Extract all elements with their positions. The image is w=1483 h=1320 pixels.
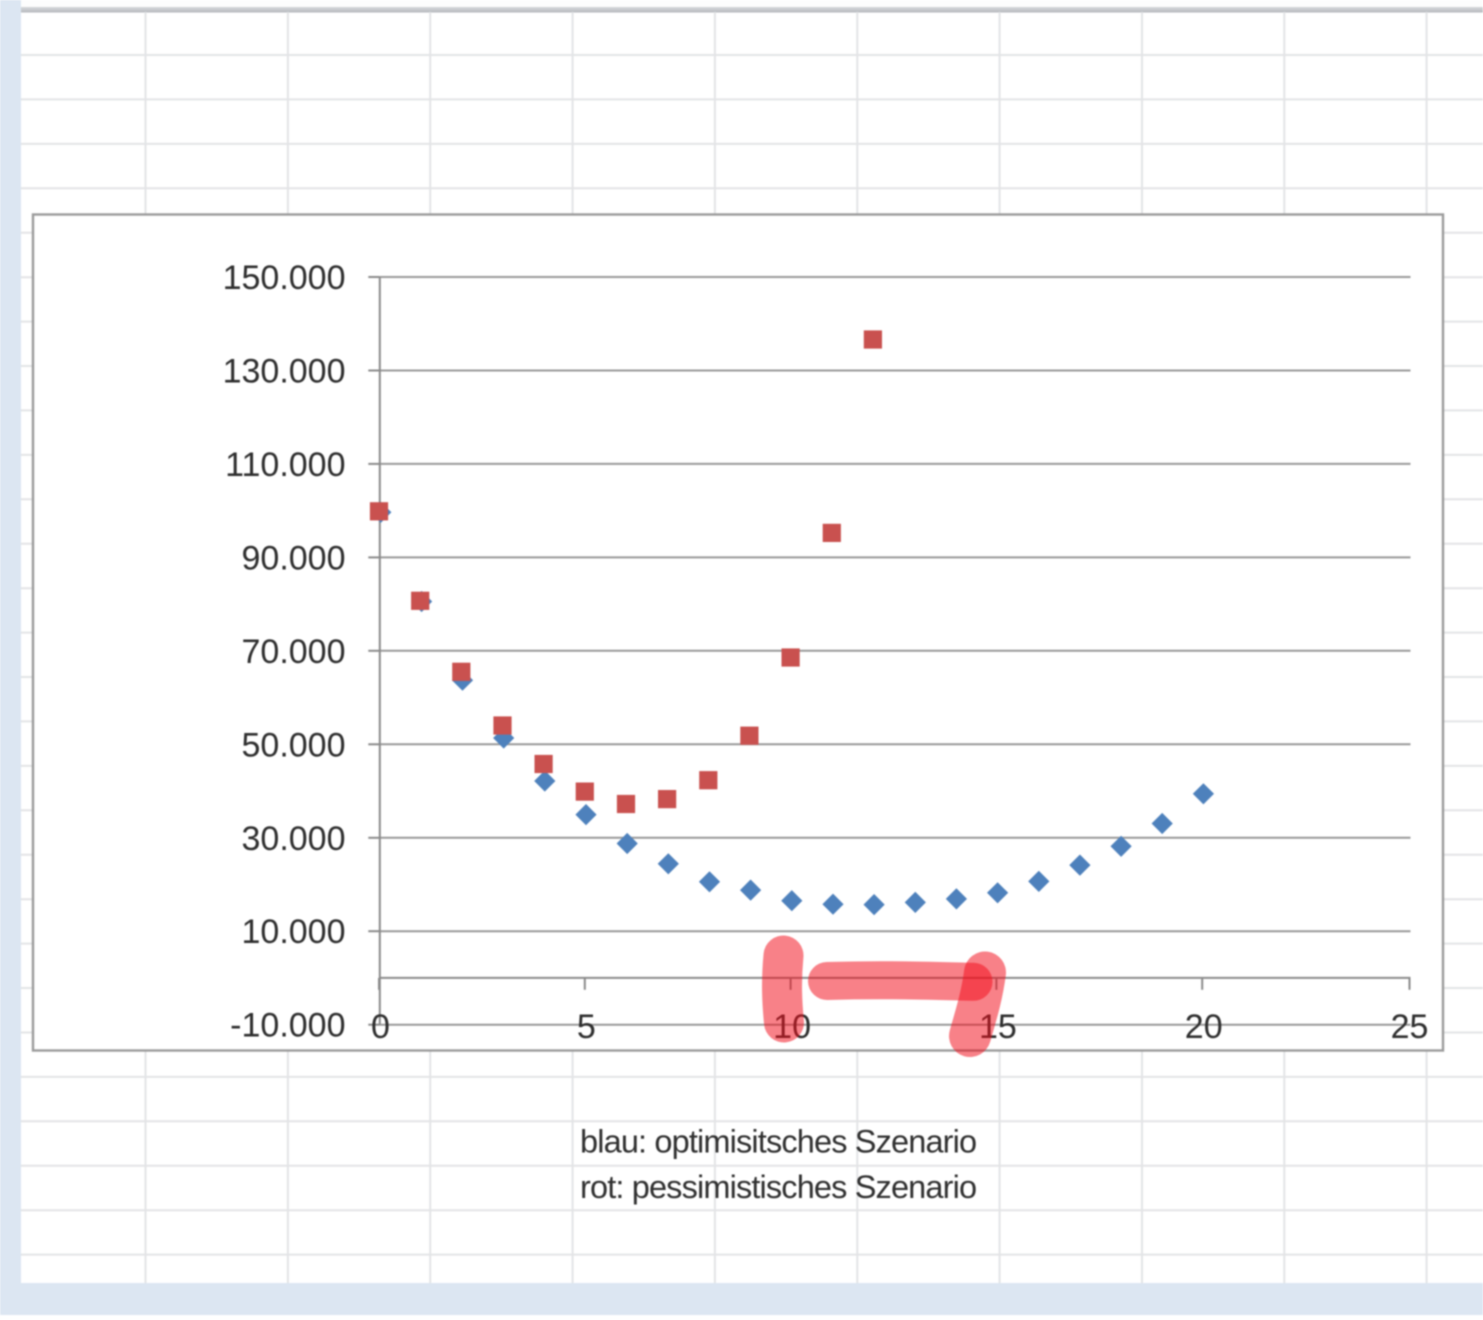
svg-text:20: 20 — [1185, 1008, 1223, 1046]
svg-text:blau: optimisitsches Szenario: blau: optimisitsches Szenario — [580, 1124, 976, 1160]
svg-text:0: 0 — [371, 1008, 390, 1046]
svg-text:-10.000: -10.000 — [230, 1007, 345, 1045]
svg-text:130.000: 130.000 — [223, 353, 346, 391]
svg-text:5: 5 — [577, 1008, 596, 1046]
svg-text:150.000: 150.000 — [223, 259, 346, 297]
svg-text:rot: pessimistisches Szenario: rot: pessimistisches Szenario — [580, 1169, 976, 1205]
svg-text:90.000: 90.000 — [242, 539, 346, 577]
svg-text:50.000: 50.000 — [242, 726, 346, 764]
svg-text:10.000: 10.000 — [242, 913, 346, 951]
svg-text:110.000: 110.000 — [225, 446, 345, 484]
svg-text:30.000: 30.000 — [242, 820, 346, 858]
svg-text:70.000: 70.000 — [242, 633, 346, 671]
svg-text:25: 25 — [1391, 1008, 1429, 1046]
